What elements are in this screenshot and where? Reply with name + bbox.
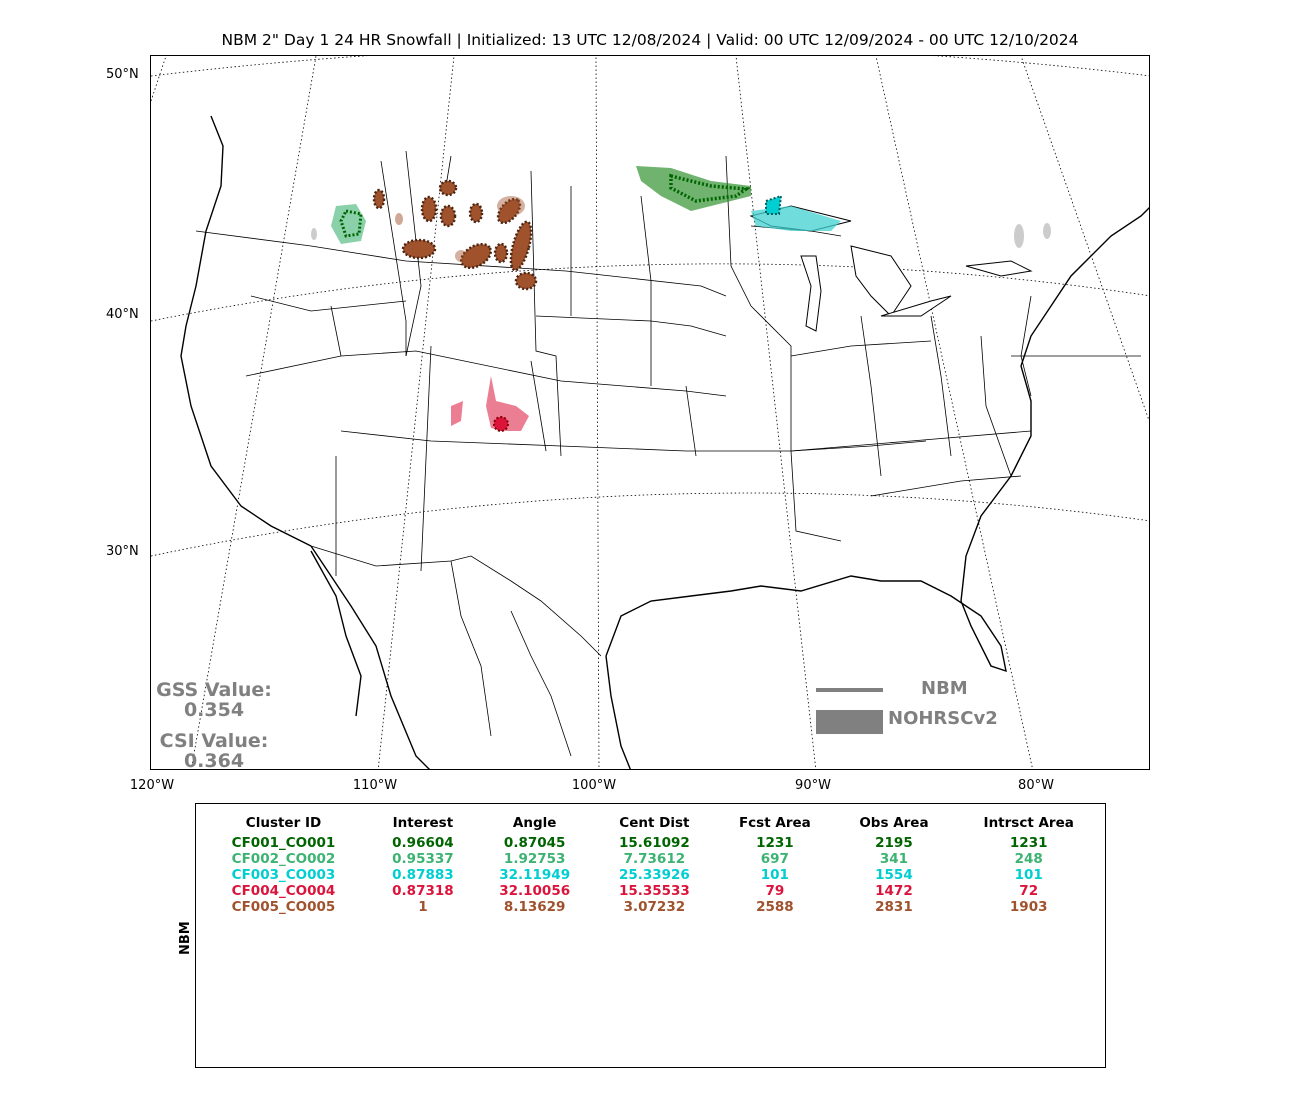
csi-label: CSI Value: xyxy=(159,730,269,752)
table-cell: 3.07232 xyxy=(623,899,686,915)
table-cell: CF005_CO005 xyxy=(231,899,336,915)
table-cell: 32.10056 xyxy=(499,883,571,899)
lon-label-110: 110°W xyxy=(352,778,398,793)
table-cell: 697 xyxy=(760,851,789,867)
lon-label-90: 90°W xyxy=(795,778,831,793)
table-cell: 1.92753 xyxy=(503,851,566,867)
gss-label: GSS Value: xyxy=(156,679,272,701)
table-cell: 15.61092 xyxy=(618,835,690,851)
metrics-table-panel: Cluster ID Interest Angle Cent Dist Fcst… xyxy=(195,803,1106,1068)
table-cell: 79 xyxy=(765,883,785,899)
table-cell: 1231 xyxy=(756,835,794,851)
table-cell: 32.11949 xyxy=(499,867,571,883)
table-cell: 1 xyxy=(418,899,428,915)
table-cell: 2195 xyxy=(875,835,913,851)
table-cell: 341 xyxy=(879,851,909,867)
metrics-table: Cluster ID Interest Angle Cent Dist Fcst… xyxy=(196,814,1105,915)
chart-title: NBM 2" Day 1 24 HR Snowfall | Initialize… xyxy=(221,31,1079,49)
table-row-label: NBM xyxy=(178,921,193,955)
header-obs-area: Obs Area xyxy=(859,815,929,831)
header-angle: Angle xyxy=(512,815,557,831)
coastline xyxy=(180,115,1149,769)
table-cell: 0.96604 xyxy=(392,835,454,851)
map-legend xyxy=(816,688,883,734)
table-body: CF001_CO001 0.96604 0.87045 15.61092 1231 219… xyxy=(196,835,1105,915)
table-row: CF003_CO003 0.87883 32.11949 25.33926 101 155… xyxy=(196,867,1105,883)
table-cell: 1554 xyxy=(875,867,913,883)
table-cell: 0.87045 xyxy=(503,835,566,851)
header-cluster-id: Cluster ID xyxy=(245,815,322,831)
table-cell: 25.33926 xyxy=(618,867,690,883)
lat-label-50: 50°N xyxy=(106,67,139,82)
table-row: CF002_CO002 0.95337 1.92753 7.73612 697 341 24… xyxy=(196,851,1105,867)
header-interest: Interest xyxy=(392,815,454,831)
legend-obs-label: NOHRSCv2 xyxy=(888,708,998,729)
table-row: CF001_CO001 0.96604 0.87045 15.61092 1231 219… xyxy=(196,835,1105,851)
table-row: CF004_CO004 0.87318 32.10056 15.35533 79 1472… xyxy=(196,883,1105,899)
table-cell: 15.35533 xyxy=(618,883,690,899)
lon-label-120: 120°W xyxy=(129,778,175,793)
table-cell: 0.95337 xyxy=(392,851,454,867)
table-cell: CF004_CO004 xyxy=(231,883,336,899)
table-cell: 7.73612 xyxy=(623,851,686,867)
table-cell: 2588 xyxy=(756,899,794,915)
lon-label-100: 100°W xyxy=(571,778,617,793)
table-cell: CF003_CO003 xyxy=(231,867,336,883)
table-cell: 1903 xyxy=(1009,899,1048,915)
snowfall-clusters xyxy=(311,166,1051,432)
mexico-borders xyxy=(310,545,602,757)
header-intrsct-area: Intrsct Area xyxy=(983,815,1074,831)
table-cell: 72 xyxy=(1019,883,1039,899)
header-fcst-area: Fcst Area xyxy=(738,815,811,831)
table-cell: 0.87883 xyxy=(392,867,454,883)
table-cell: CF002_CO002 xyxy=(231,851,336,867)
table-cell: 248 xyxy=(1014,851,1043,867)
lat-label-40: 40°N xyxy=(106,307,139,322)
header-cent-dist: Cent Dist xyxy=(619,815,690,831)
lon-label-80: 80°W xyxy=(1018,778,1054,793)
lat-label-30: 30°N xyxy=(106,544,139,559)
table-cell: 0.87318 xyxy=(392,883,454,899)
table-cell: 1231 xyxy=(1009,835,1048,851)
gss-value: 0.354 xyxy=(183,699,245,721)
table-cell: 1472 xyxy=(875,883,913,899)
table-cell: 2831 xyxy=(875,899,913,915)
legend-nbm-label: NBM xyxy=(921,678,968,699)
map-panel xyxy=(150,55,1150,770)
map-canvas xyxy=(151,56,1149,769)
graticule xyxy=(151,56,1149,769)
legend-fill-swatch xyxy=(816,710,883,734)
table-cell: 101 xyxy=(1014,867,1043,883)
table-row: CF005_CO005 1 8.13629 3.07232 2588 2831 1903 xyxy=(196,899,1105,915)
table-cell: 101 xyxy=(760,867,789,883)
table-cell: CF001_CO001 xyxy=(231,835,336,851)
table-header-row: Cluster ID Interest Angle Cent Dist Fcst… xyxy=(196,814,1105,835)
table-cell: 8.13629 xyxy=(503,899,566,915)
csi-value: 0.364 xyxy=(183,750,245,772)
